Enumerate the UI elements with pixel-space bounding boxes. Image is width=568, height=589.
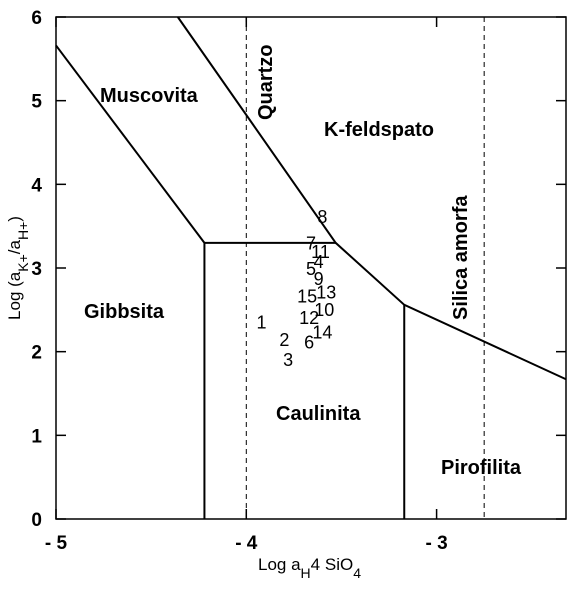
region-label: Muscovita — [100, 85, 199, 107]
sample-point: 3 — [283, 350, 293, 370]
sample-point: 2 — [279, 330, 289, 350]
axis-label-part: /a — [5, 239, 24, 254]
boundary-line — [55, 44, 206, 244]
x-tick-label: - 3 — [426, 533, 448, 554]
y-axis-label: Log (aK+/aH+) — [5, 216, 31, 320]
axis-label-part: SiO — [320, 555, 353, 574]
axis-label-part: ) — [5, 216, 24, 222]
sample-point: 7 — [306, 234, 316, 254]
region-label: Pirofilita — [441, 457, 522, 479]
y-tick-label: 4 — [31, 175, 42, 196]
sample-point: 10 — [314, 300, 334, 320]
axis-label-part: 4 — [353, 565, 361, 581]
region-label: Silica amorfa — [450, 195, 472, 320]
y-tick-label: 0 — [31, 510, 42, 531]
x-axis-label: Log aH4 SiO4 — [258, 555, 361, 581]
region-label: Quartzo — [255, 44, 277, 120]
x-tick-label: - 4 — [235, 533, 258, 554]
sample-point: 6 — [304, 332, 314, 352]
sample-point: 8 — [317, 207, 327, 227]
sample-point: 12 — [299, 308, 319, 328]
sample-point: 14 — [312, 322, 332, 342]
region-label: K-feldspato — [324, 119, 434, 141]
y-tick-label: 6 — [31, 8, 42, 29]
sample-point: 4 — [314, 252, 324, 272]
axis-label-part: H+ — [15, 222, 31, 240]
y-tick-label: 2 — [31, 343, 42, 364]
sample-point: 11 — [311, 242, 330, 262]
boundary-line — [176, 16, 567, 381]
x-tick-label: - 5 — [45, 533, 68, 554]
axis-label-part: Log (a — [5, 271, 24, 320]
sample-point: 15 — [297, 286, 317, 306]
region-label: Caulinita — [276, 403, 361, 425]
sample-point: 13 — [316, 282, 336, 302]
axis-label-part: H — [301, 565, 311, 581]
sample-point: 9 — [314, 269, 324, 289]
axis-label-part: K+ — [15, 254, 31, 272]
region-label: Gibbsita — [84, 301, 165, 323]
axis-label-part: 4 — [311, 555, 320, 574]
sample-point: 1 — [257, 312, 267, 332]
y-tick-label: 5 — [31, 92, 42, 113]
sample-point: 5 — [306, 259, 316, 279]
y-tick-label: 1 — [31, 426, 42, 447]
axis-label-part: Log a — [258, 555, 301, 574]
y-tick-label: 3 — [31, 259, 42, 280]
